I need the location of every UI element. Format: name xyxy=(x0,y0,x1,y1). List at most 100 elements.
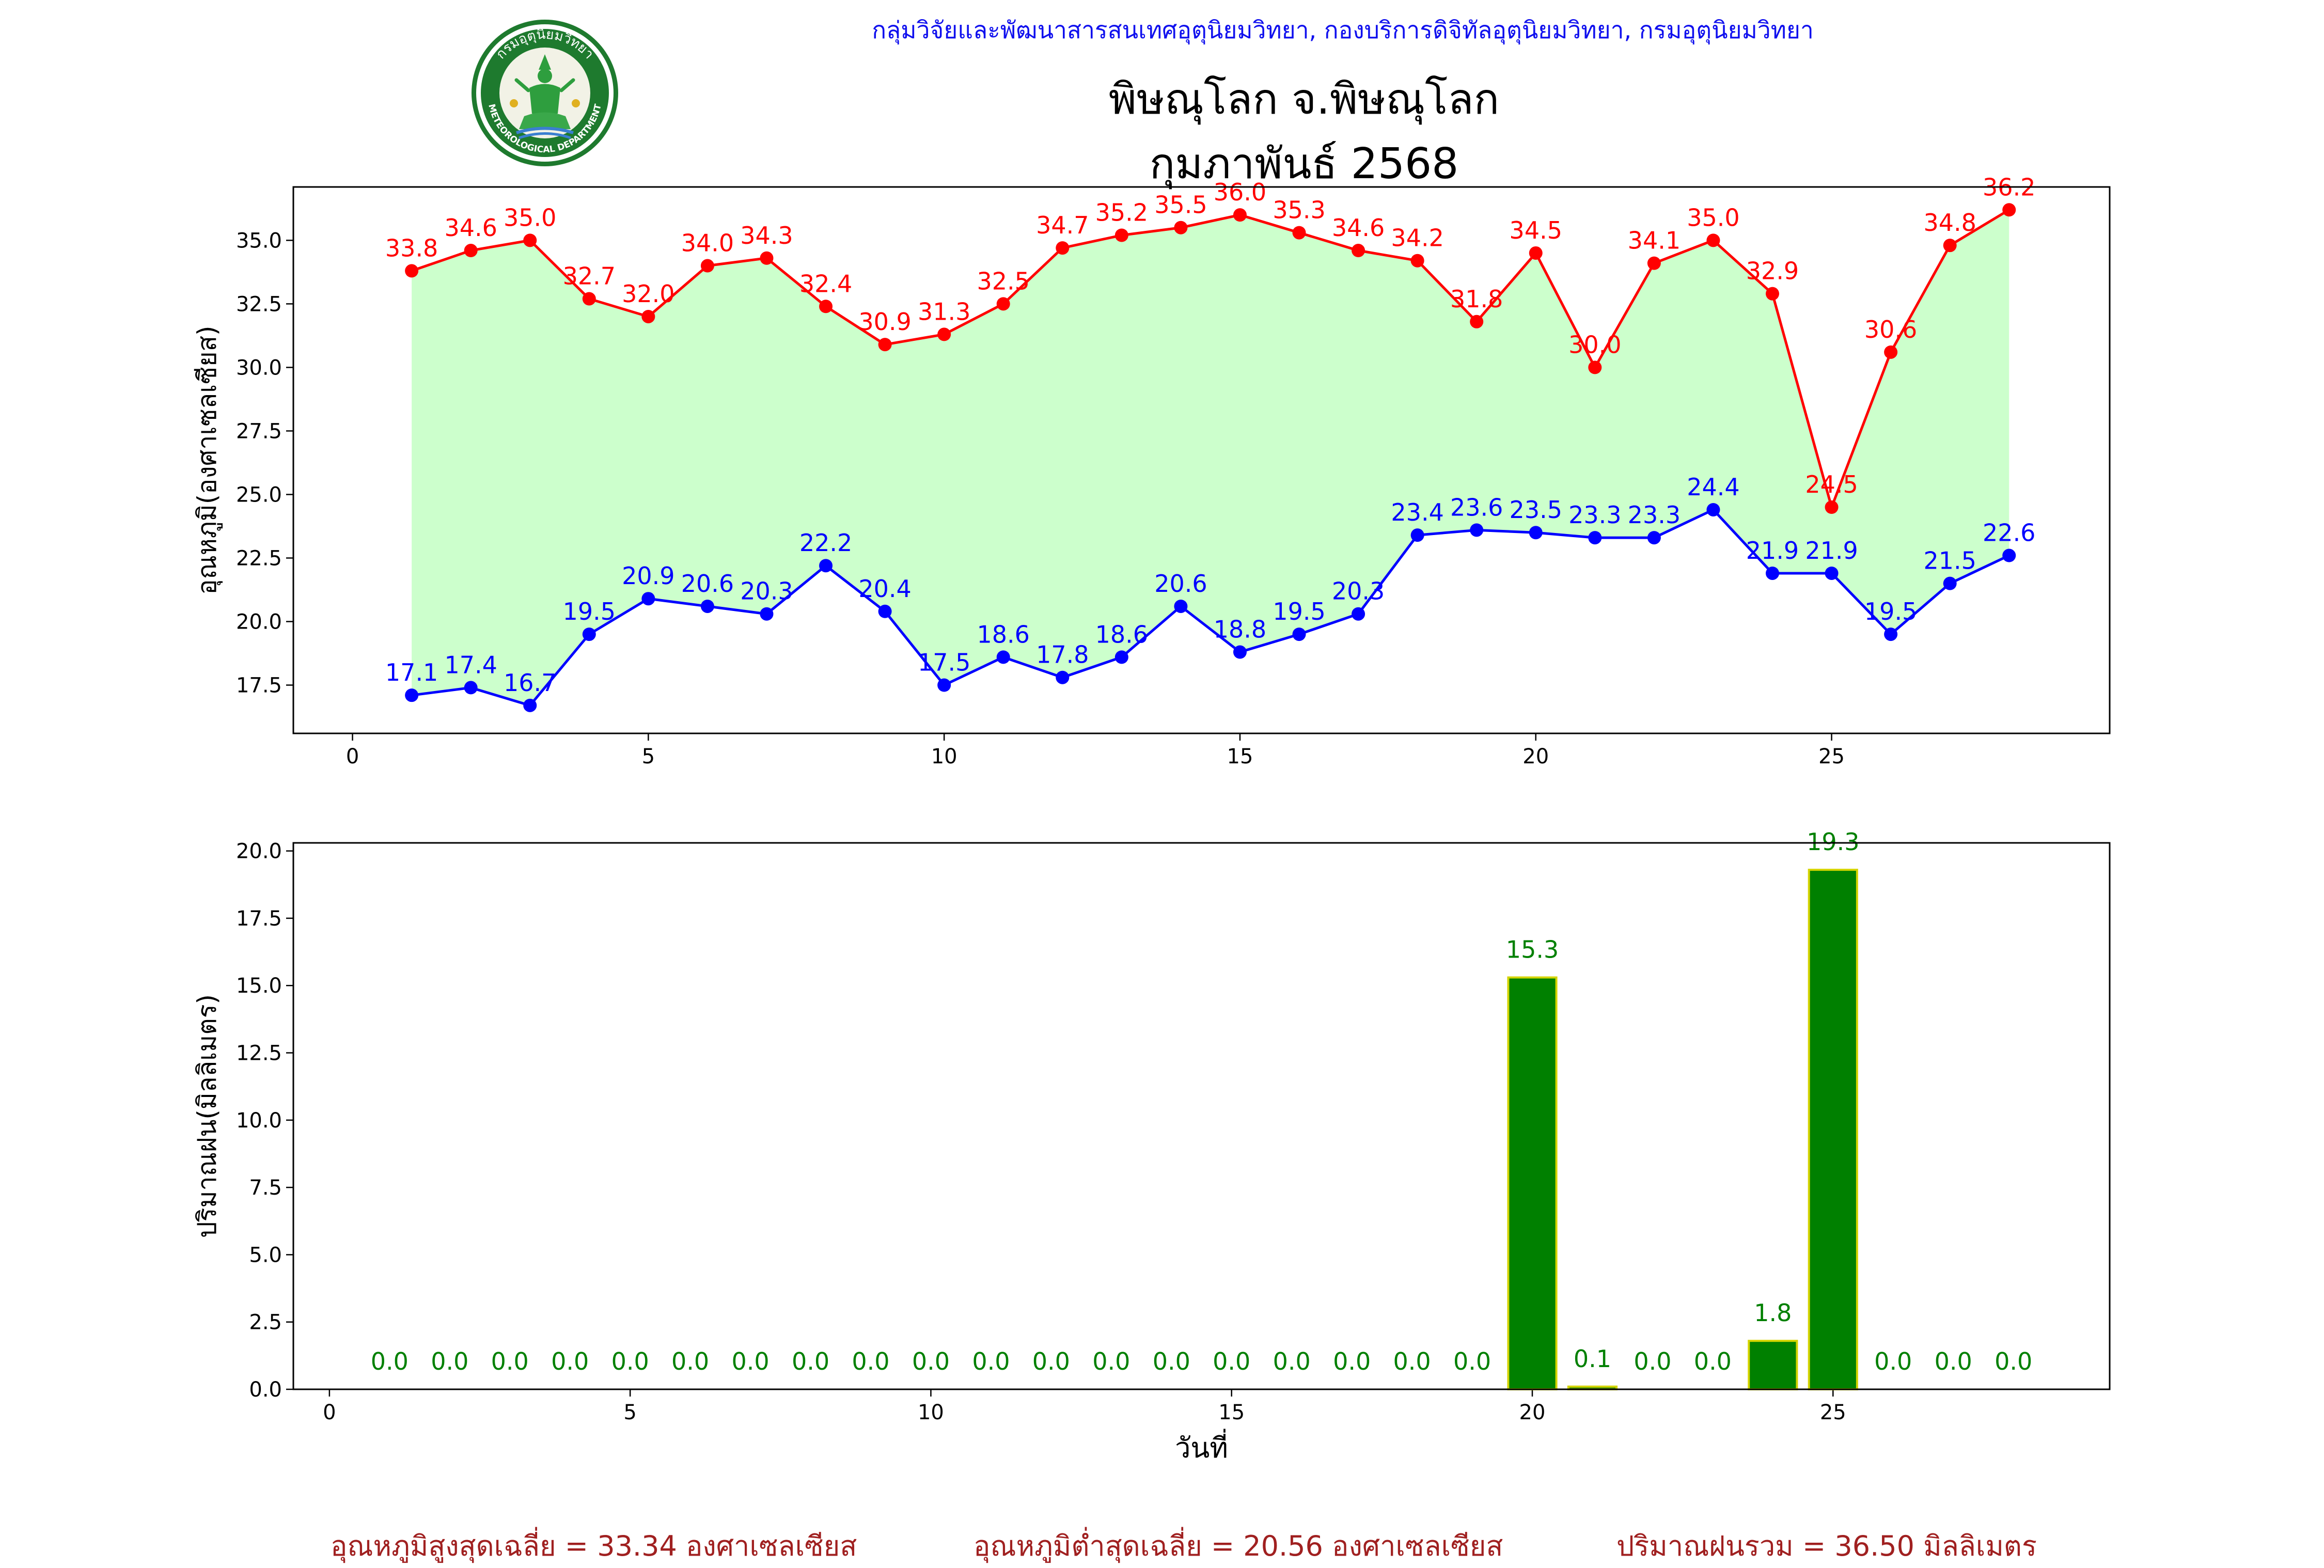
rain-data-label: 0.0 xyxy=(792,1347,829,1375)
deity-figure-icon xyxy=(510,54,580,139)
min-temp-data-label: 20.6 xyxy=(681,570,734,598)
max-temp-data-label: 31.3 xyxy=(918,297,970,325)
max-temp-data-label: 34.1 xyxy=(1628,227,1681,255)
min-temp-point xyxy=(1588,531,1602,545)
rain-bar xyxy=(1507,976,1558,1391)
y-tick-label: 0.0 xyxy=(249,1378,282,1402)
max-temp-point xyxy=(700,259,714,273)
min-temp-point xyxy=(1884,628,1898,641)
x-tick-label: 15 xyxy=(1218,1401,1245,1424)
avg-max-temp: อุณหภูมิสูงสุดเฉลี่ย = 33.34 องศาเซลเซีย… xyxy=(331,1530,857,1562)
x-tick-label: 0 xyxy=(323,1401,336,1424)
y-tick-label: 17.5 xyxy=(236,907,282,931)
y-tick-label: 35.0 xyxy=(236,229,282,253)
avg-min-temp: อุณหภูมิต่ำสุดเฉลี่ย = 20.56 องศาเซลเซีย… xyxy=(973,1530,1503,1562)
min-temp-point xyxy=(464,681,478,695)
rain-data-label: 0.0 xyxy=(1333,1347,1371,1375)
min-temp-point xyxy=(819,559,833,573)
rain-bar xyxy=(1808,869,1858,1391)
min-temp-data-label: 20.6 xyxy=(1154,570,1207,598)
min-temp-data-label: 23.3 xyxy=(1628,501,1681,529)
rain-data-label: 0.0 xyxy=(611,1347,649,1375)
min-temp-data-label: 16.7 xyxy=(504,669,556,697)
min-temp-data-label: 20.4 xyxy=(858,575,911,603)
max-temp-data-label: 32.7 xyxy=(563,262,616,290)
max-temp-data-label: 24.5 xyxy=(1805,471,1858,498)
min-temp-data-label: 21.5 xyxy=(1923,547,1976,575)
min-temp-point xyxy=(1352,607,1365,621)
min-temp-data-label: 23.6 xyxy=(1450,493,1503,521)
max-temp-point xyxy=(1114,228,1128,242)
min-temp-line xyxy=(411,508,2010,707)
max-temp-data-label: 34.6 xyxy=(1332,214,1385,242)
min-temp-point xyxy=(641,592,655,606)
rain-data-label: 0.0 xyxy=(972,1347,1010,1375)
y-tick-label: 17.5 xyxy=(236,674,282,698)
x-tick-label: 5 xyxy=(642,745,655,769)
max-temp-line xyxy=(411,209,2010,512)
max-temp-data-label: 35.0 xyxy=(1687,203,1739,231)
max-temp-point xyxy=(1825,500,1839,514)
min-temp-point xyxy=(1706,503,1720,516)
max-temp-data-label: 34.2 xyxy=(1391,224,1443,252)
min-temp-data-label: 17.8 xyxy=(1036,641,1089,669)
rain-data-label: 0.0 xyxy=(1935,1347,1972,1375)
rain-data-label: 0.0 xyxy=(1634,1347,1671,1375)
max-temp-point xyxy=(996,297,1010,311)
rain-data-label: 0.0 xyxy=(1874,1347,1912,1375)
max-temp-data-label: 34.7 xyxy=(1036,211,1089,239)
min-temp-point xyxy=(1056,670,1070,684)
max-temp-point xyxy=(1470,315,1484,328)
max-temp-point xyxy=(1174,221,1188,234)
rain-data-label: 0.0 xyxy=(912,1347,950,1375)
min-temp-data-label: 24.4 xyxy=(1687,473,1739,501)
temperature-range-fill xyxy=(412,210,2009,705)
min-temp-data-label: 19.5 xyxy=(563,598,616,625)
min-temp-point xyxy=(878,604,892,618)
max-temp-point xyxy=(523,233,537,247)
min-temp-data-label: 22.2 xyxy=(799,529,852,557)
max-temp-data-label: 33.8 xyxy=(385,234,438,262)
y-tick-label: 7.5 xyxy=(249,1176,282,1200)
max-temp-point xyxy=(878,338,892,352)
max-temp-point xyxy=(1588,360,1602,374)
y-tick-label: 30.0 xyxy=(236,356,282,380)
rain-data-label: 0.0 xyxy=(1153,1347,1190,1375)
max-temp-data-label: 35.3 xyxy=(1273,196,1325,224)
rain-data-label: 0.0 xyxy=(671,1347,709,1375)
min-temp-point xyxy=(523,698,537,712)
max-temp-data-label: 30.9 xyxy=(858,308,911,336)
max-temp-data-label: 32.0 xyxy=(622,280,674,308)
max-temp-point xyxy=(819,300,833,313)
x-tick-label: 20 xyxy=(1519,1401,1546,1424)
y-tick-label: 25.0 xyxy=(236,483,282,507)
min-temp-data-label: 21.9 xyxy=(1805,537,1858,565)
min-temp-point xyxy=(1766,566,1780,580)
min-temp-point xyxy=(700,599,714,613)
tmd-logo: กรมอุตุนิยมวิทยา METEOROLOGICAL DEPARTME… xyxy=(472,20,618,166)
max-temp-data-label: 32.9 xyxy=(1746,257,1799,285)
max-temp-point xyxy=(937,327,951,341)
max-temp-data-label: 34.8 xyxy=(1923,209,1976,237)
min-temp-data-label: 17.1 xyxy=(385,658,438,686)
max-temp-data-label: 30.6 xyxy=(1864,316,1917,343)
total-rainfall: ปริมาณฝนรวม = 36.50 มิลลิเมตร xyxy=(1616,1530,2037,1562)
min-temp-data-label: 19.5 xyxy=(1273,598,1325,625)
rain-data-label: 0.0 xyxy=(491,1347,529,1375)
max-temp-data-label: 32.4 xyxy=(799,270,852,297)
y-tick-label: 20.0 xyxy=(236,840,282,864)
rain-data-label: 0.0 xyxy=(551,1347,589,1375)
max-temp-point xyxy=(1292,226,1306,240)
max-temp-point xyxy=(2002,203,2016,217)
rain-data-label: 0.0 xyxy=(1694,1347,1732,1375)
y-tick-label: 22.5 xyxy=(236,546,282,570)
max-temp-data-label: 35.5 xyxy=(1154,191,1207,219)
min-temp-point xyxy=(1470,523,1484,537)
max-temp-point xyxy=(582,292,596,306)
month-year: กุมภาพันธ์ 2568 xyxy=(1149,139,1459,189)
x-tick-label: 10 xyxy=(918,1401,944,1424)
y-tick-label: 10.0 xyxy=(236,1109,282,1133)
max-temp-point xyxy=(1410,254,1424,268)
rain-data-label: 0.0 xyxy=(731,1347,769,1375)
